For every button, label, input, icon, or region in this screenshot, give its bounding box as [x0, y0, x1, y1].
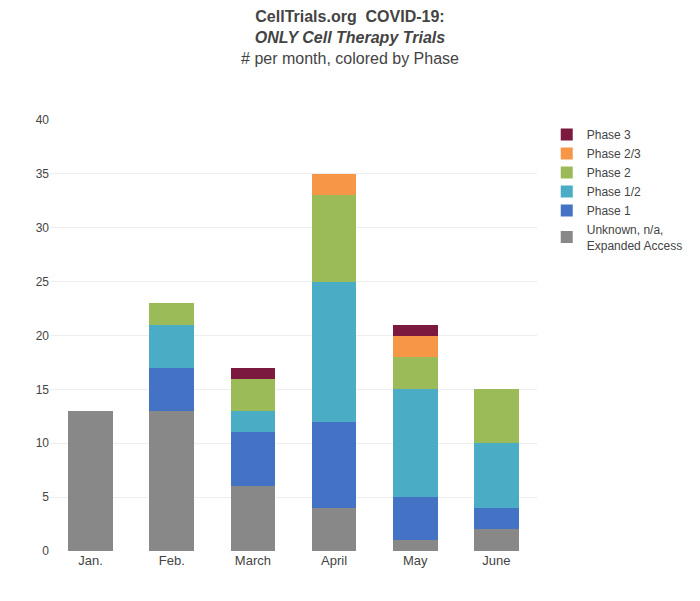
svg-text:Phase 3: Phase 3 — [587, 128, 631, 142]
svg-text:40: 40 — [36, 113, 50, 127]
svg-text:10: 10 — [36, 436, 50, 450]
svg-text:30: 30 — [36, 221, 50, 235]
svg-text:25: 25 — [36, 275, 50, 289]
svg-text:CellTrials.org COVID-19:ONLY: CellTrials.org COVID-19:ONLY Cell Therap… — [241, 8, 459, 67]
svg-text:May: May — [403, 553, 428, 568]
svg-text:20: 20 — [36, 329, 50, 343]
svg-text:Phase 1: Phase 1 — [587, 204, 631, 218]
svg-text:Phase 2: Phase 2 — [587, 166, 631, 180]
svg-text:15: 15 — [36, 383, 50, 397]
svg-text:Unknown, n/a,Expanded Access: Unknown, n/a,Expanded Access — [587, 223, 682, 253]
svg-text:Phase 2/3: Phase 2/3 — [587, 147, 641, 161]
svg-text:35: 35 — [36, 167, 50, 181]
svg-text:0: 0 — [42, 544, 49, 558]
svg-text:April: April — [321, 553, 347, 568]
svg-text:Phase 1/2: Phase 1/2 — [587, 185, 641, 199]
svg-text:Jan.: Jan. — [78, 553, 103, 568]
svg-text:Feb.: Feb. — [159, 553, 185, 568]
svg-text:June: June — [482, 553, 510, 568]
svg-text:5: 5 — [42, 490, 49, 504]
svg-text:March: March — [235, 553, 271, 568]
